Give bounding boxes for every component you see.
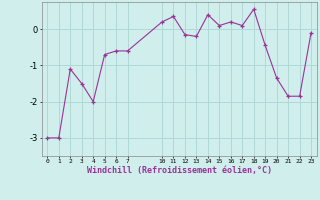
X-axis label: Windchill (Refroidissement éolien,°C): Windchill (Refroidissement éolien,°C) <box>87 166 272 175</box>
